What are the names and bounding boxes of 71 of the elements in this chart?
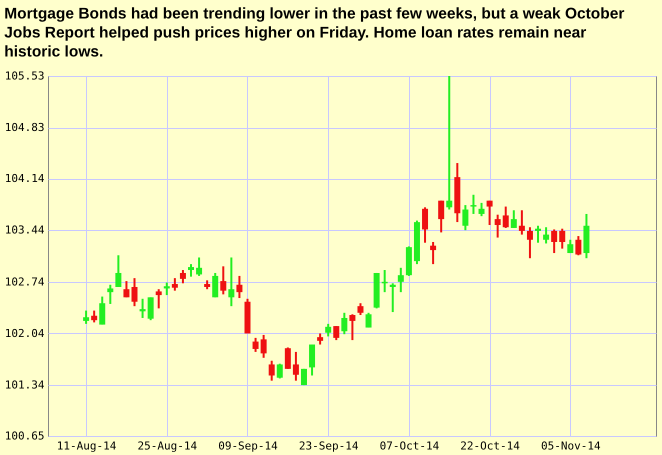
candlestick xyxy=(156,288,162,310)
candlestick xyxy=(510,209,517,229)
candlestick xyxy=(148,296,154,322)
candlestick xyxy=(446,75,452,211)
candlestick xyxy=(438,200,444,234)
candlestick xyxy=(559,228,566,250)
candlestick xyxy=(292,350,299,382)
candlestick xyxy=(115,254,122,288)
candlestick xyxy=(188,263,194,278)
x-tick-label: 11-Aug-14 xyxy=(56,440,117,452)
candlestick xyxy=(252,336,259,353)
candlestick xyxy=(196,256,202,277)
x-tick-label: 25-Aug-14 xyxy=(137,440,198,452)
y-tick-label: 104.83 xyxy=(4,121,44,134)
candlestick xyxy=(349,313,356,342)
candlestick xyxy=(357,302,364,316)
candlestick xyxy=(220,265,226,296)
candlestick xyxy=(236,274,242,300)
y-tick-label: 104.14 xyxy=(4,172,45,186)
candlestick xyxy=(430,240,436,266)
candlestick xyxy=(325,322,332,338)
candlestick xyxy=(543,226,550,244)
candlestick xyxy=(535,224,542,244)
y-tick-label: 102.04 xyxy=(4,326,45,340)
candlestick xyxy=(83,310,90,325)
candlestick xyxy=(526,226,533,260)
candlestick xyxy=(260,334,267,359)
candlestick xyxy=(366,312,372,329)
candlestick xyxy=(502,206,509,229)
y-tick-label: 100.65 xyxy=(4,430,44,442)
candlestick xyxy=(268,360,275,382)
y-tick-label: 103.44 xyxy=(4,224,45,237)
candlestick xyxy=(309,344,316,377)
candlestick xyxy=(140,298,146,319)
candlestick xyxy=(518,209,525,236)
candlestick xyxy=(478,202,485,218)
candlestick xyxy=(470,194,476,215)
candlestick xyxy=(91,310,98,324)
candlestick xyxy=(494,214,501,239)
candlestick xyxy=(132,277,138,308)
chart-title: Mortgage Bonds had been trending lower in the past few weeks, but a weak October Jobs Report helped push prices higher on Friday. Home loan rates remain near historic lows. xyxy=(4,6,624,60)
y-tick-label: 102.74 xyxy=(4,275,45,288)
candlestick xyxy=(341,312,348,336)
candlestick xyxy=(486,200,493,226)
candlestick xyxy=(382,269,388,294)
candlestick xyxy=(164,282,170,296)
x-tick-label: 22-Oct-14 xyxy=(460,440,520,452)
candlestick xyxy=(575,235,582,256)
candlestick xyxy=(333,325,340,342)
candlestick xyxy=(390,282,396,314)
candlestick xyxy=(567,238,574,254)
candlestick xyxy=(107,284,114,305)
y-tick-label: 105.53 xyxy=(4,70,44,82)
candlestick xyxy=(212,272,218,298)
candlestick xyxy=(551,228,558,254)
y-tick-label: 101.34 xyxy=(4,378,45,392)
candlestick xyxy=(284,346,291,370)
candlestick xyxy=(123,280,130,298)
x-tick-label: 05-Nov-14 xyxy=(540,440,601,452)
candlestick xyxy=(462,204,468,232)
candlestick xyxy=(422,206,428,244)
candlestick xyxy=(99,296,106,326)
candlestick xyxy=(276,362,283,380)
x-tick-label: 09-Sep-14 xyxy=(218,440,278,452)
candlestick xyxy=(172,277,178,292)
x-tick-label: 23-Sep-14 xyxy=(298,440,359,452)
candlestick xyxy=(180,269,186,284)
candlestick xyxy=(228,256,234,308)
candlestick xyxy=(317,332,324,346)
x-tick-label: 07-Oct-14 xyxy=(380,440,440,452)
candlestick xyxy=(398,266,404,294)
